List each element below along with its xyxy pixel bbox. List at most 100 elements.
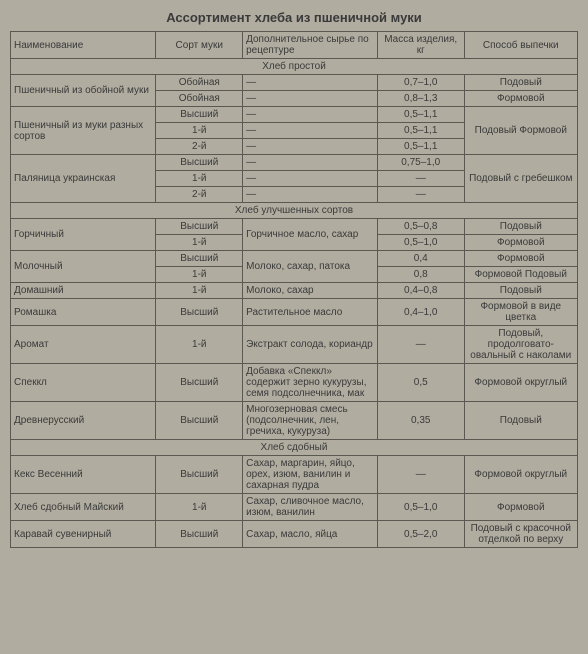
page-title: Ассортимент хлеба из пшеничной муки bbox=[10, 10, 578, 25]
cell-extra: Молоко, сахар, патока bbox=[243, 251, 378, 283]
cell-flour: 1-й bbox=[156, 267, 243, 283]
section-header: Хлеб простой bbox=[11, 59, 578, 75]
cell-mass: 0,5–0,8 bbox=[377, 219, 464, 235]
cell-flour: Обойная bbox=[156, 91, 243, 107]
table-row: Кекс ВесеннийВысшийСахар, маргарин, яйцо… bbox=[11, 456, 578, 494]
cell-name: Паляница украинская bbox=[11, 155, 156, 203]
cell-method: Подовый bbox=[464, 75, 577, 91]
table-row: МолочныйВысшийМолоко, сахар, патока0,4Фо… bbox=[11, 251, 578, 267]
section-header-cell: Хлеб сдобный bbox=[11, 440, 578, 456]
section-header-cell: Хлеб улучшенных сортов bbox=[11, 203, 578, 219]
cell-mass: 0,4 bbox=[377, 251, 464, 267]
cell-flour: Высший bbox=[156, 219, 243, 235]
cell-flour: Высший bbox=[156, 251, 243, 267]
table-row: Хлеб сдобный Майский1-йСахар, сливочное … bbox=[11, 494, 578, 521]
cell-extra: Сахар, масло, яйца bbox=[243, 521, 378, 548]
cell-mass: 0,8 bbox=[377, 267, 464, 283]
cell-extra: — bbox=[243, 91, 378, 107]
cell-method: Подовый с гребешком bbox=[464, 155, 577, 203]
cell-extra: — bbox=[243, 171, 378, 187]
cell-method: Формовой округлый bbox=[464, 364, 577, 402]
cell-extra: — bbox=[243, 107, 378, 123]
cell-flour: Высший bbox=[156, 155, 243, 171]
cell-flour: 1-й bbox=[156, 326, 243, 364]
cell-flour: Высший bbox=[156, 107, 243, 123]
cell-flour: Высший bbox=[156, 456, 243, 494]
table-row: Аромат1-йЭкстракт солода, кориандр—Подов… bbox=[11, 326, 578, 364]
cell-mass: 0,8–1,3 bbox=[377, 91, 464, 107]
cell-method: Формовой округлый bbox=[464, 456, 577, 494]
cell-extra: Растительное масло bbox=[243, 299, 378, 326]
cell-name: Пшеничный из обойной муки bbox=[11, 75, 156, 107]
cell-extra: Горчичное масло, сахар bbox=[243, 219, 378, 251]
col-extra: Дополнительное сырье по рецептуре bbox=[243, 32, 378, 59]
cell-flour: Высший bbox=[156, 521, 243, 548]
table-row: Паляница украинскаяВысший—0,75–1,0Подовы… bbox=[11, 155, 578, 171]
cell-flour: Высший bbox=[156, 402, 243, 440]
cell-method: Подовый Формовой bbox=[464, 107, 577, 155]
cell-name: Аромат bbox=[11, 326, 156, 364]
cell-method: Формовой bbox=[464, 494, 577, 521]
cell-method: Формовой Подовый bbox=[464, 267, 577, 283]
cell-name: Горчичный bbox=[11, 219, 156, 251]
cell-extra: — bbox=[243, 75, 378, 91]
cell-extra: — bbox=[243, 139, 378, 155]
table-row: РомашкаВысшийРастительное масло0,4–1,0Фо… bbox=[11, 299, 578, 326]
cell-mass: 0,5–1,1 bbox=[377, 123, 464, 139]
cell-flour: 1-й bbox=[156, 494, 243, 521]
col-mass: Масса изделия, кг bbox=[377, 32, 464, 59]
cell-mass: 0,5–1,0 bbox=[377, 235, 464, 251]
header-row: Наименование Сорт муки Дополнительное сы… bbox=[11, 32, 578, 59]
cell-mass: 0,5–1,0 bbox=[377, 494, 464, 521]
table-row: ДревнерусскийВысшийМногозерновая смесь (… bbox=[11, 402, 578, 440]
cell-mass: — bbox=[377, 187, 464, 203]
table-row: Пшеничный из обойной мукиОбойная—0,7–1,0… bbox=[11, 75, 578, 91]
cell-extra: Сахар, сливочное масло, изюм, ванилин bbox=[243, 494, 378, 521]
cell-mass: 0,5–1,1 bbox=[377, 107, 464, 123]
cell-flour: 1-й bbox=[156, 171, 243, 187]
cell-extra: — bbox=[243, 155, 378, 171]
cell-mass: — bbox=[377, 171, 464, 187]
table-row: Пшеничный из муки разных сортовВысший—0,… bbox=[11, 107, 578, 123]
cell-flour: Высший bbox=[156, 364, 243, 402]
section-header: Хлеб сдобный bbox=[11, 440, 578, 456]
cell-name: Ромашка bbox=[11, 299, 156, 326]
cell-flour: 1-й bbox=[156, 123, 243, 139]
cell-name: Молочный bbox=[11, 251, 156, 283]
bread-table: Наименование Сорт муки Дополнительное сы… bbox=[10, 31, 578, 548]
cell-extra: Многозерновая смесь (подсолнечник, лен, … bbox=[243, 402, 378, 440]
cell-name: Домашний bbox=[11, 283, 156, 299]
cell-extra: Сахар, маргарин, яйцо, орех, изюм, ванил… bbox=[243, 456, 378, 494]
table-row: Каравай сувенирныйВысшийСахар, масло, яй… bbox=[11, 521, 578, 548]
cell-flour: 1-й bbox=[156, 235, 243, 251]
cell-method: Подовый с красочной отделкой по верху bbox=[464, 521, 577, 548]
cell-extra: — bbox=[243, 123, 378, 139]
table-row: СпекклВысшийДобавка «Спеккл» содержит зе… bbox=[11, 364, 578, 402]
cell-mass: 0,5 bbox=[377, 364, 464, 402]
cell-name: Каравай сувенирный bbox=[11, 521, 156, 548]
cell-method: Подовый bbox=[464, 283, 577, 299]
cell-flour: Высший bbox=[156, 299, 243, 326]
cell-flour: 2-й bbox=[156, 187, 243, 203]
cell-method: Формовой bbox=[464, 251, 577, 267]
cell-flour: 1-й bbox=[156, 283, 243, 299]
col-method: Способ выпечки bbox=[464, 32, 577, 59]
cell-mass: 0,75–1,0 bbox=[377, 155, 464, 171]
cell-mass: — bbox=[377, 326, 464, 364]
cell-mass: 0,4–0,8 bbox=[377, 283, 464, 299]
cell-extra: Молоко, сахар bbox=[243, 283, 378, 299]
cell-mass: 0,4–1,0 bbox=[377, 299, 464, 326]
cell-flour: 2-й bbox=[156, 139, 243, 155]
cell-method: Формовой в виде цветка bbox=[464, 299, 577, 326]
cell-method: Подовый bbox=[464, 402, 577, 440]
cell-extra: — bbox=[243, 187, 378, 203]
col-flour: Сорт муки bbox=[156, 32, 243, 59]
cell-mass: 0,5–1,1 bbox=[377, 139, 464, 155]
cell-mass: 0,35 bbox=[377, 402, 464, 440]
cell-method: Подовый bbox=[464, 219, 577, 235]
cell-name: Спеккл bbox=[11, 364, 156, 402]
table-row: Домашний1-йМолоко, сахар0,4–0,8Подовый bbox=[11, 283, 578, 299]
cell-extra: Экстракт солода, кориандр bbox=[243, 326, 378, 364]
section-header-cell: Хлеб простой bbox=[11, 59, 578, 75]
cell-name: Пшеничный из муки разных сортов bbox=[11, 107, 156, 155]
